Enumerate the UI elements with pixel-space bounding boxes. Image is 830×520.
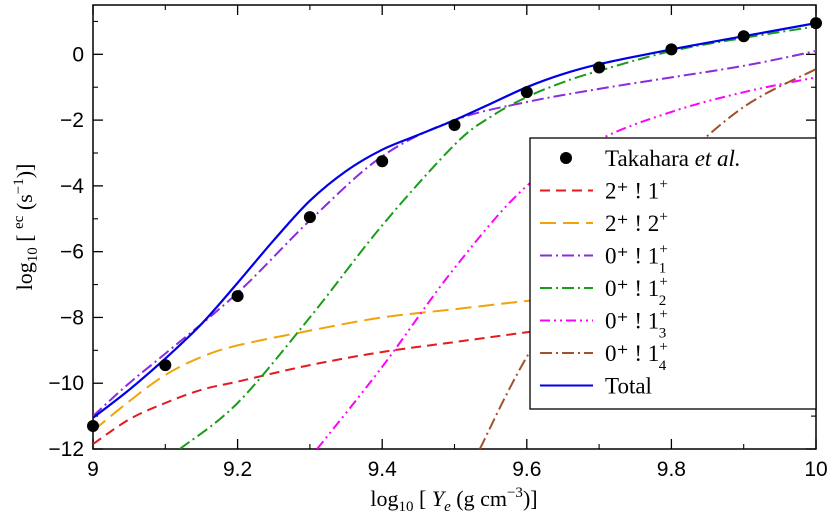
legend-label-text: Total (605, 374, 652, 399)
points-layer (87, 17, 822, 432)
x-axis-label: log10 [ Ye (g cm−3)] (370, 485, 537, 515)
legend-label-sup: + (659, 339, 667, 355)
data-point (520, 86, 533, 99)
legend-label: 0⁺ ! 1+ 4 (605, 339, 668, 374)
legend-label-text: Takahara (605, 146, 695, 171)
x-tick-label: 9 (87, 458, 99, 481)
legend-label-sup: + (659, 177, 667, 193)
legend-label-text: 0⁺ ! 1 (605, 309, 659, 334)
data-point (737, 30, 750, 43)
legend-label-text: 2⁺ ! 1 (605, 179, 659, 204)
legend-label-text: 0⁺ ! 1 (605, 276, 659, 301)
y-tick-label: −12 (48, 438, 84, 461)
legend-label-sup: + (659, 209, 667, 225)
x-tick-label: 10 (804, 458, 827, 481)
y-tick-label: −6 (60, 241, 84, 264)
y-tick-label: 0 (72, 43, 84, 66)
data-point (159, 359, 172, 372)
x-tick-label: 9.8 (657, 458, 686, 481)
x-tick-label: 9.6 (512, 458, 541, 481)
y-tick-label: −4 (60, 175, 84, 198)
data-point (810, 17, 822, 30)
legend: Takahara et al.2⁺ ! 1+2⁺ ! 2+0⁺ ! 1+ 10⁺ … (529, 137, 817, 410)
legend-label: 0⁺ ! 1+ 3 (605, 307, 668, 342)
legend-label-text: 0⁺ ! 1 (605, 341, 659, 366)
axis-ticks: 9 9.2 9.4 9.6 9.8 10 −12 −10 −8 −6 −4 −2 0 (48, 5, 828, 481)
legend-label: Total (605, 374, 652, 399)
data-point (448, 119, 461, 132)
data-point (593, 61, 606, 74)
legend-label-sup: + (659, 274, 667, 290)
data-point (665, 43, 678, 56)
y-axis-label: log10 [ ec (s−1)] (11, 164, 41, 291)
legend-box (529, 137, 817, 410)
y-tick-label: −10 (48, 372, 84, 395)
series-line-6 (93, 22, 816, 419)
legend-label-sub: 1 (659, 261, 667, 277)
legend-label-sub: 2 (659, 293, 667, 309)
data-point (303, 211, 316, 224)
x-tick-label: 9.2 (223, 458, 252, 481)
legend-label: 0⁺ ! 1+ 2 (605, 274, 668, 309)
legend-label: Takahara et al. (605, 146, 741, 171)
series-line-2 (93, 50, 816, 417)
data-point (87, 419, 99, 432)
legend-label: 2⁺ ! 2+ (605, 209, 668, 236)
legend-label-sup: + (659, 307, 667, 323)
legend-marker (560, 152, 572, 164)
y-tick-label: −2 (60, 109, 84, 132)
legend-label-text: 0⁺ ! 1 (605, 244, 659, 269)
legend-label-sub: 4 (659, 358, 667, 374)
data-point (231, 290, 244, 303)
legend-label: 2⁺ ! 1+ (605, 177, 668, 204)
legend-label-text: 2⁺ ! 2 (605, 211, 659, 236)
series-line-5 (478, 68, 816, 449)
y-tick-label: −8 (60, 306, 84, 329)
legend-label: 0⁺ ! 1+ 1 (605, 242, 668, 277)
legend-label-emph: et al. (695, 146, 741, 171)
x-tick-label: 9.4 (368, 458, 398, 481)
legend-label-sup: + (659, 242, 667, 258)
series-line-4 (316, 76, 816, 449)
legend-label-sub: 3 (659, 326, 667, 342)
data-point (376, 155, 389, 168)
